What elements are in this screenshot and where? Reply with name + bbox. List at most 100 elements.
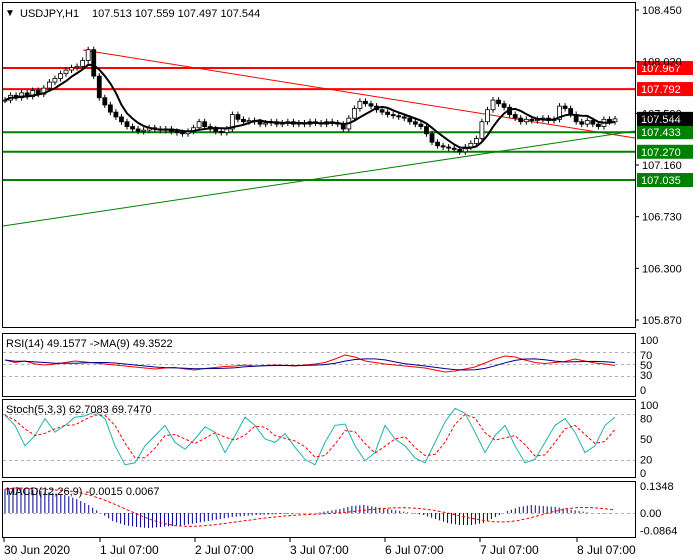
candle-body xyxy=(174,130,180,133)
y-tick-label: 107.590 xyxy=(642,108,682,120)
candle-body xyxy=(85,49,91,61)
y-tick-label: 20 xyxy=(640,454,652,466)
x-tick-label: 7 Jul 07:00 xyxy=(480,543,539,557)
candle-body xyxy=(30,90,36,97)
rsi-panel-frame xyxy=(2,333,636,397)
candle-body xyxy=(235,114,241,120)
symbol-arrow-icon[interactable]: ▼ xyxy=(5,8,15,19)
macd-signal-line xyxy=(4,487,616,527)
y-tick-label: 50 xyxy=(640,434,652,446)
time-axis: 30 Jun 2020 1 Jul 07:00 2 Jul 07:00 3 Jul 0… xyxy=(3,537,636,557)
candle-body xyxy=(135,128,141,132)
candle-body xyxy=(485,109,490,123)
horizontal-levels: 107.967 107.792 107.433 107.270 107.035 107.5… xyxy=(3,61,693,188)
candle-body xyxy=(523,118,529,123)
level-tag-label: 107.035 xyxy=(641,175,681,187)
y-tick-label: -0.0864 xyxy=(640,525,677,537)
candle-body xyxy=(52,78,58,83)
candle-body xyxy=(74,66,80,69)
x-tick-label: 1 Jul 07:00 xyxy=(100,543,159,557)
candle-body xyxy=(224,128,230,133)
level-tag xyxy=(637,144,693,159)
stoch-main-line xyxy=(4,407,616,466)
candle-body xyxy=(80,60,86,67)
y-tick-label: 70 xyxy=(640,350,652,362)
candle-body xyxy=(518,117,524,123)
candle-body xyxy=(363,100,368,105)
candle-body xyxy=(496,99,501,105)
candle-body xyxy=(512,114,518,119)
main-y-axis: 108.450 108.020 107.590 107.160 106.730 106.3… xyxy=(635,5,682,327)
level-tag-label: 107.967 xyxy=(641,63,681,75)
candle-body xyxy=(435,141,440,147)
candle-body xyxy=(213,128,219,132)
level-tag xyxy=(637,82,693,97)
candle-body xyxy=(590,120,596,125)
candle-body xyxy=(263,122,269,125)
candle-body xyxy=(63,69,69,75)
candle-body xyxy=(351,108,357,119)
candle-body xyxy=(368,103,374,107)
x-tick-label: 30 Jun 2020 xyxy=(4,543,70,557)
stoch-panel-frame xyxy=(2,399,636,478)
candle-body xyxy=(451,147,457,150)
current-price-tag xyxy=(637,111,693,126)
resistance-trendline xyxy=(82,49,636,139)
candle-body xyxy=(96,75,102,99)
level-tag xyxy=(637,125,693,140)
candle-body xyxy=(257,121,263,125)
y-tick-label: 108.020 xyxy=(642,57,682,69)
candle-body xyxy=(218,130,224,133)
candle-body xyxy=(401,116,407,119)
stoch-title: Stoch(5,3,3) 62.7083 69.7470 xyxy=(6,404,152,416)
candle-body xyxy=(418,123,424,127)
moving-average-line xyxy=(4,63,616,150)
candle-body xyxy=(91,49,97,77)
candle-body xyxy=(69,67,74,71)
y-tick-label: 105.870 xyxy=(642,315,682,327)
candle-body xyxy=(141,129,147,132)
stoch-y-axis: 100 80 50 20 0 xyxy=(640,400,658,480)
candle-body xyxy=(357,100,363,109)
macd-panel-frame xyxy=(2,481,636,538)
y-tick-label: 100 xyxy=(640,400,658,412)
candle-body xyxy=(396,115,402,118)
y-tick-label: 108.450 xyxy=(642,5,682,17)
y-tick-label: 106.730 xyxy=(642,212,682,224)
level-tag-label: 107.792 xyxy=(641,84,681,96)
candle-body xyxy=(557,105,562,120)
ohlc-readout: 107.513 107.559 107.497 107.544 xyxy=(92,8,260,20)
candle-body xyxy=(130,126,135,130)
candle-body xyxy=(46,81,52,89)
y-tick-label: 50 xyxy=(640,360,652,372)
candle-body xyxy=(2,99,8,102)
candle-body xyxy=(385,111,391,115)
stoch-signal-line xyxy=(4,413,616,459)
candle-body xyxy=(612,118,618,123)
candle-body xyxy=(379,109,385,113)
stoch-lines xyxy=(4,407,616,466)
macd-histogram xyxy=(4,486,616,529)
x-tick-label: 8 Jul 07:00 xyxy=(577,543,636,557)
macd-title: MACD(12,26,9) -0.0015 0.0067 xyxy=(6,486,159,498)
candle-body xyxy=(473,138,479,144)
candle-body xyxy=(246,120,252,123)
rsi-title: RSI(14) 49.1577 ->MA(9) 49.3522 xyxy=(6,338,173,350)
y-tick-label: 0.1348 xyxy=(640,481,674,493)
candle-body xyxy=(196,121,202,129)
candle-body xyxy=(412,121,418,125)
rsi-ma-line xyxy=(4,358,616,371)
candle-body xyxy=(102,97,108,106)
x-tick-label: 6 Jul 07:00 xyxy=(385,543,444,557)
y-tick-label: 0 xyxy=(640,468,646,480)
macd-y-axis: 0.1348 0.00 -0.0864 xyxy=(640,481,677,537)
x-tick-label: 2 Jul 07:00 xyxy=(195,543,254,557)
y-tick-label: 0 xyxy=(640,385,646,397)
rsi-line xyxy=(4,354,616,373)
candle-body xyxy=(107,104,113,113)
candle-body xyxy=(529,118,535,121)
candle-body xyxy=(607,118,612,123)
level-tag xyxy=(637,61,693,76)
stoch-guides xyxy=(3,414,635,461)
